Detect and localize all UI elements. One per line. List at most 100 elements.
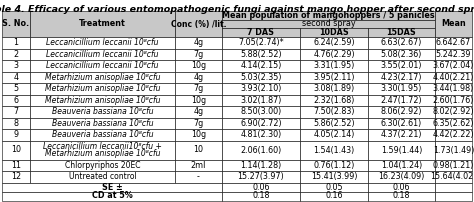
Bar xyxy=(30,171,175,182)
Text: 6: 6 xyxy=(13,96,18,105)
Text: 0.06: 0.06 xyxy=(252,182,270,191)
Bar xyxy=(435,118,472,129)
Bar xyxy=(368,118,435,129)
Bar xyxy=(30,141,175,160)
Text: Treatment: Treatment xyxy=(79,20,126,28)
Bar xyxy=(2,37,30,48)
Bar xyxy=(175,106,222,118)
Bar xyxy=(2,171,30,182)
Bar xyxy=(175,118,222,129)
Bar xyxy=(300,129,368,141)
Bar xyxy=(222,141,300,160)
Text: Leccanicillium leccanii10⁸cfu +: Leccanicillium leccanii10⁸cfu + xyxy=(43,142,162,151)
Text: 3.93(2.10): 3.93(2.10) xyxy=(240,84,282,93)
Text: 2.60(1.76): 2.60(1.76) xyxy=(433,96,474,105)
Text: 7.05(2.74)*: 7.05(2.74)* xyxy=(238,38,284,47)
Bar xyxy=(300,72,368,83)
Bar xyxy=(222,72,300,83)
Bar xyxy=(300,95,368,106)
Bar xyxy=(300,28,368,37)
Bar xyxy=(175,60,222,72)
Text: 3.31(1.95): 3.31(1.95) xyxy=(313,61,355,70)
Bar xyxy=(175,48,222,60)
Bar xyxy=(2,11,30,37)
Text: Metarhizium anisopliae 10⁸cfu: Metarhizium anisopliae 10⁸cfu xyxy=(45,84,160,93)
Text: 7g: 7g xyxy=(193,119,204,128)
Text: 0.76(1.12): 0.76(1.12) xyxy=(313,161,355,170)
Text: 10g: 10g xyxy=(191,96,206,105)
Text: 3.55(2.01): 3.55(2.01) xyxy=(381,61,422,70)
Bar xyxy=(2,48,30,60)
Bar xyxy=(368,191,435,201)
Bar xyxy=(300,160,368,171)
Bar xyxy=(368,182,435,191)
Text: 5.88(2.52): 5.88(2.52) xyxy=(240,50,282,59)
Text: 11: 11 xyxy=(11,161,21,170)
Text: 4g: 4g xyxy=(193,107,203,116)
Text: Chlorpyriphos 20EC: Chlorpyriphos 20EC xyxy=(65,161,140,170)
Text: 8.06(2.92): 8.06(2.92) xyxy=(381,107,422,116)
Text: Table 4. Efficacy of various entomopathogenic fungi against mango hopper after s: Table 4. Efficacy of various entomopatho… xyxy=(0,5,474,14)
Text: Leccanicillium leccanii 10⁸cfu: Leccanicillium leccanii 10⁸cfu xyxy=(46,38,159,47)
Bar xyxy=(175,141,222,160)
Text: 4.37(2.21): 4.37(2.21) xyxy=(381,130,422,139)
Text: 9: 9 xyxy=(13,130,18,139)
Bar xyxy=(435,129,472,141)
Text: 4.40(2.21): 4.40(2.21) xyxy=(433,73,474,82)
Text: Leccanicillium leccanii 10⁸cfu: Leccanicillium leccanii 10⁸cfu xyxy=(46,61,159,70)
Bar xyxy=(30,160,175,171)
Bar xyxy=(368,141,435,160)
Text: 0.16: 0.16 xyxy=(325,191,343,201)
Text: 3.95(2.11): 3.95(2.11) xyxy=(313,73,355,82)
Text: 8: 8 xyxy=(13,119,18,128)
Bar xyxy=(300,37,368,48)
Bar xyxy=(175,95,222,106)
Bar xyxy=(368,160,435,171)
Bar xyxy=(222,182,300,191)
Bar xyxy=(435,171,472,182)
Text: 2: 2 xyxy=(13,50,18,59)
Text: 1.73(1.49): 1.73(1.49) xyxy=(433,145,474,155)
Bar xyxy=(30,48,175,60)
Text: 3.67(2.04): 3.67(2.04) xyxy=(433,61,474,70)
Bar xyxy=(368,171,435,182)
Text: Beauveria bassiana 10⁸cfu: Beauveria bassiana 10⁸cfu xyxy=(52,130,153,139)
Bar xyxy=(30,95,175,106)
Text: 8.50(3.00): 8.50(3.00) xyxy=(240,107,282,116)
Bar xyxy=(435,95,472,106)
Text: 6.30(2.61): 6.30(2.61) xyxy=(381,119,422,128)
Bar xyxy=(368,129,435,141)
Text: 6.642.67: 6.642.67 xyxy=(436,38,471,47)
Bar xyxy=(435,37,472,48)
Text: 7: 7 xyxy=(13,107,18,116)
Text: 8.02(2.92): 8.02(2.92) xyxy=(433,107,474,116)
Text: 4.42(2.22): 4.42(2.22) xyxy=(433,130,474,139)
Text: -: - xyxy=(197,172,200,181)
Bar xyxy=(2,160,30,171)
Bar xyxy=(300,118,368,129)
Bar xyxy=(435,83,472,95)
Text: 4g: 4g xyxy=(193,73,203,82)
Bar xyxy=(222,106,300,118)
Bar xyxy=(2,72,30,83)
Text: 5.03(2.35): 5.03(2.35) xyxy=(240,73,282,82)
Bar xyxy=(300,182,368,191)
Bar xyxy=(435,141,472,160)
Text: 10: 10 xyxy=(11,145,21,155)
Text: 0.18: 0.18 xyxy=(252,191,270,201)
Bar xyxy=(435,11,472,37)
Bar xyxy=(30,60,175,72)
Text: 4g: 4g xyxy=(193,38,203,47)
Bar xyxy=(300,141,368,160)
Bar xyxy=(30,129,175,141)
Bar xyxy=(175,171,222,182)
Text: 2.32(1.68): 2.32(1.68) xyxy=(313,96,355,105)
Text: 3.02(1.87): 3.02(1.87) xyxy=(240,96,282,105)
Bar xyxy=(435,106,472,118)
Bar xyxy=(2,129,30,141)
Bar xyxy=(300,171,368,182)
Text: 7g: 7g xyxy=(193,84,204,93)
Bar xyxy=(368,83,435,95)
Text: 6.63(2.67): 6.63(2.67) xyxy=(381,38,422,47)
Bar xyxy=(30,83,175,95)
